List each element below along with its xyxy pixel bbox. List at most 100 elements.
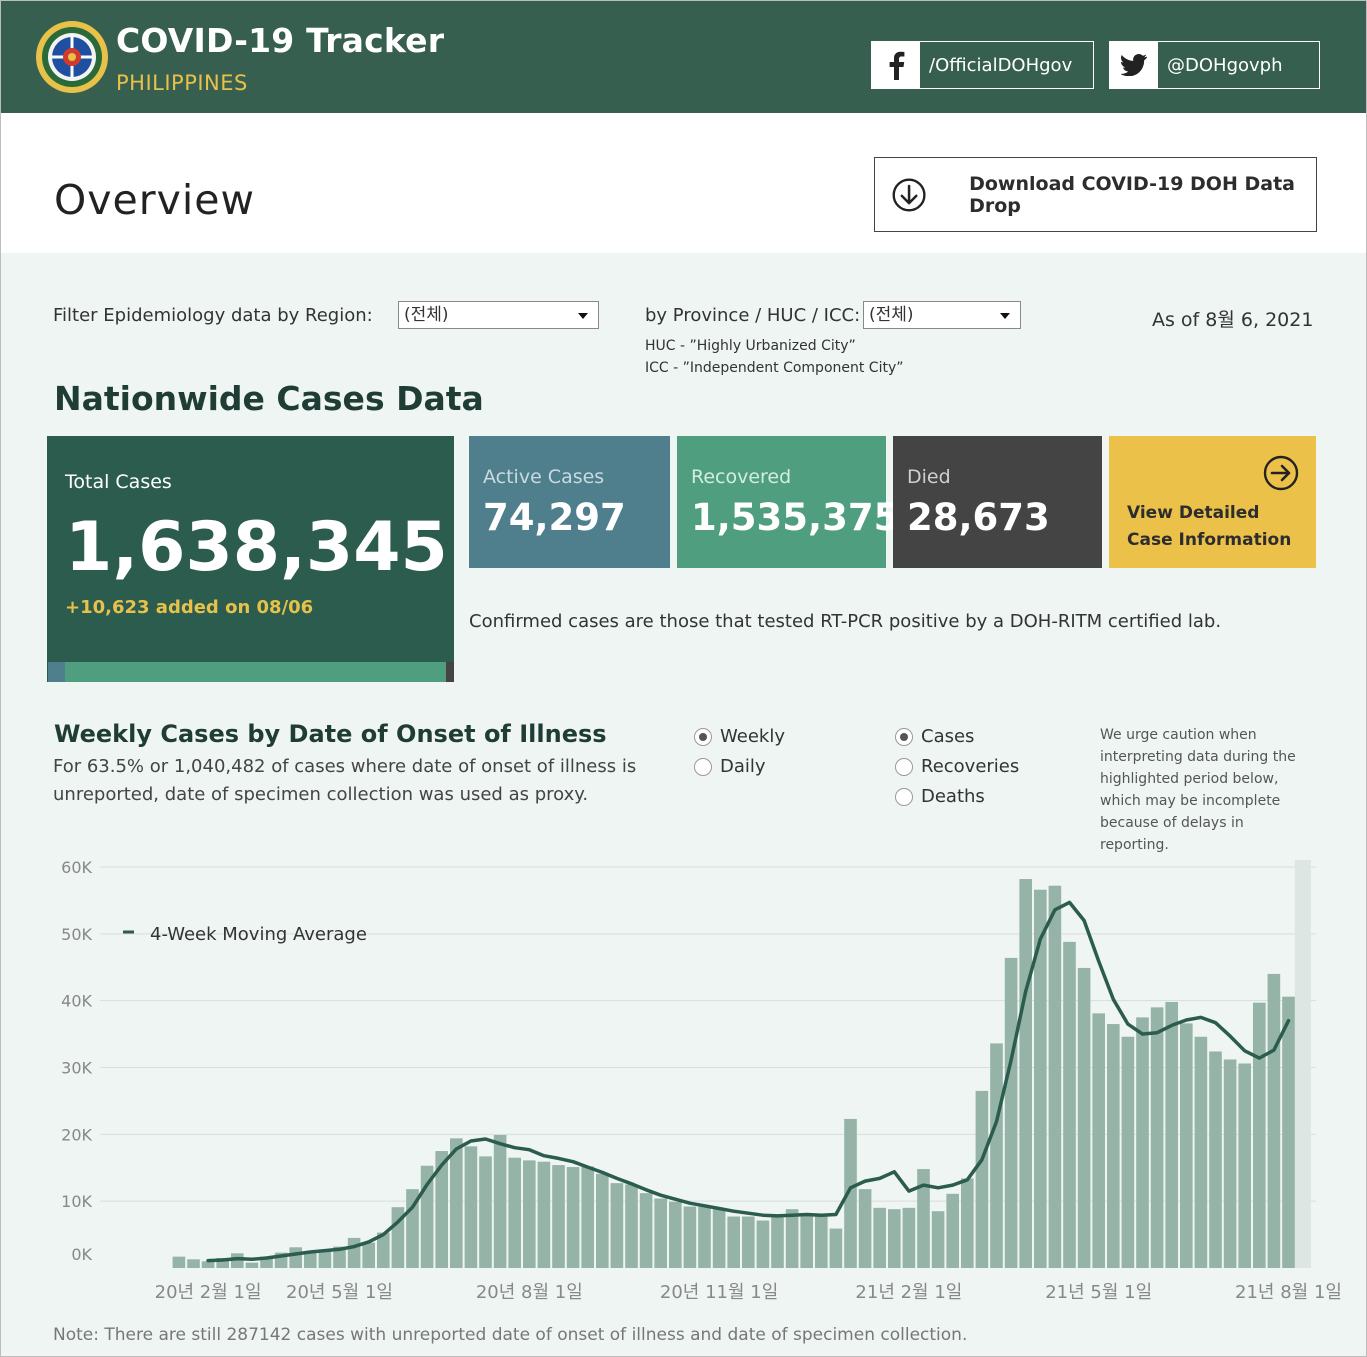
bar-week-31 bbox=[610, 1183, 624, 1268]
bar-week-45 bbox=[815, 1215, 828, 1268]
bar-week-53 bbox=[931, 1211, 945, 1268]
caution-line: because of delays in bbox=[1100, 815, 1244, 831]
bar-week-61 bbox=[1048, 885, 1062, 1268]
bar-week-38 bbox=[712, 1209, 726, 1268]
caution-line: highlighted period below, bbox=[1100, 771, 1279, 787]
download-arrow-icon bbox=[892, 177, 926, 212]
y-tick-label: 20K bbox=[61, 1125, 92, 1144]
bar-week-39 bbox=[727, 1216, 740, 1268]
bar-week-7 bbox=[260, 1256, 273, 1268]
view-detailed-case-button[interactable]: View Detailed Case Information bbox=[1109, 436, 1316, 568]
legend-label: 4-Week Moving Average bbox=[150, 924, 367, 945]
bar-week-4 bbox=[216, 1257, 229, 1268]
radio-deaths-label: Deaths bbox=[921, 786, 985, 807]
bar-week-71 bbox=[1194, 1036, 1208, 1268]
province-select-value: (전체) bbox=[869, 305, 914, 325]
bar-week-43 bbox=[785, 1209, 799, 1268]
y-tick-label: 40K bbox=[61, 992, 92, 1011]
caution-line: interpreting data during the bbox=[1100, 749, 1296, 765]
radio-recoveries[interactable]: Recoveries bbox=[895, 756, 1019, 777]
moving-average-line bbox=[206, 900, 1291, 1263]
bar-week-37 bbox=[698, 1205, 711, 1268]
y-axis-labels: 0K 10K 20K 30K 40K 50K 60K bbox=[61, 858, 92, 1264]
caution-line: which may be incomplete bbox=[1100, 793, 1281, 809]
bar-week-75 bbox=[1253, 1002, 1266, 1268]
view-detailed-label-2: Case Information bbox=[1127, 530, 1292, 550]
bar-week-36 bbox=[683, 1206, 697, 1268]
caution-line: We urge caution when bbox=[1100, 727, 1257, 743]
bar-week-42 bbox=[771, 1216, 784, 1268]
x-tick-label: 20년 11월 1일 bbox=[660, 1282, 778, 1303]
y-tick-label: 50K bbox=[61, 925, 92, 944]
region-filter-label: Filter Epidemiology data by Region: bbox=[53, 305, 373, 326]
died-label: Died bbox=[907, 466, 951, 488]
as-of-date: As of 8월 6, 2021 bbox=[1152, 309, 1314, 331]
radio-weekly-circle bbox=[694, 727, 712, 746]
bar-week-33 bbox=[639, 1193, 653, 1268]
region-select[interactable]: (전체) bbox=[398, 301, 599, 329]
huc-note: HUC - ”Highly Urbanized City” bbox=[645, 338, 856, 354]
bar-week-73 bbox=[1223, 1059, 1237, 1268]
bar-week-21 bbox=[464, 1146, 478, 1268]
bar-week-3 bbox=[201, 1261, 215, 1268]
bar-week-10 bbox=[304, 1251, 317, 1268]
radio-recoveries-circle bbox=[895, 757, 913, 776]
died-value: 28,673 bbox=[907, 496, 1050, 539]
bar-week-25 bbox=[523, 1160, 536, 1268]
bar-week-5 bbox=[231, 1253, 244, 1268]
bar-week-77 bbox=[1282, 996, 1295, 1268]
twitter-icon bbox=[1110, 41, 1158, 89]
bar-week-68 bbox=[1150, 1007, 1164, 1268]
x-tick-label: 21년 8월 1일 bbox=[1235, 1282, 1342, 1303]
bar-week-66 bbox=[1121, 1036, 1135, 1268]
app-subtitle: PHILIPPINES bbox=[116, 71, 248, 95]
radio-daily-circle bbox=[694, 757, 712, 776]
radio-deaths[interactable]: Deaths bbox=[895, 786, 985, 807]
x-tick-label: 20년 2월 1일 bbox=[155, 1282, 262, 1303]
confirmed-cases-note: Confirmed cases are those that tested RT… bbox=[469, 611, 1222, 632]
radio-cases-circle bbox=[895, 727, 913, 746]
bar-week-74 bbox=[1238, 1063, 1251, 1268]
bar-week-67 bbox=[1136, 1017, 1149, 1268]
bar-week-47 bbox=[844, 1118, 857, 1268]
caution-note: We urge caution when interpreting data d… bbox=[1100, 724, 1296, 856]
app-title: COVID-19 Tracker bbox=[116, 21, 445, 60]
bar-week-44 bbox=[800, 1215, 813, 1268]
bar-week-46 bbox=[829, 1228, 843, 1268]
chart-legend: 4-Week Moving Average bbox=[123, 924, 367, 945]
active-cases-value: 74,297 bbox=[483, 496, 626, 539]
radio-cases-label: Cases bbox=[921, 726, 975, 747]
download-data-drop-button[interactable]: Download COVID-19 DOH Data Drop bbox=[874, 157, 1317, 232]
bar-week-52 bbox=[917, 1169, 930, 1268]
active-cases-label: Active Cases bbox=[483, 466, 605, 488]
weekly-desc-line-2: unreported, date of specimen collection … bbox=[53, 784, 589, 805]
bar-week-62 bbox=[1063, 941, 1076, 1268]
twitter-link[interactable]: @DOHgovph bbox=[1109, 41, 1320, 89]
recovered-label: Recovered bbox=[691, 466, 792, 488]
died-share-bar bbox=[446, 662, 454, 682]
bar-week-9 bbox=[289, 1247, 302, 1268]
total-cases-card: Total Cases 1,638,345 +10,623 added on 0… bbox=[47, 436, 454, 682]
bar-week-6 bbox=[245, 1262, 259, 1268]
bar-week-54 bbox=[946, 1193, 959, 1268]
radio-weekly-label: Weekly bbox=[720, 726, 785, 747]
died-card: Died 28,673 bbox=[893, 436, 1102, 568]
y-tick-label: 60K bbox=[61, 858, 92, 877]
bar-week-30 bbox=[596, 1173, 609, 1268]
x-axis-labels: 20년 2월 1일 20년 5월 1일 20년 8월 1일 20년 11월 1일 21년… bbox=[155, 1282, 1342, 1303]
incomplete-period-highlight bbox=[1294, 860, 1311, 1268]
radio-daily[interactable]: Daily bbox=[694, 756, 766, 777]
radio-cases[interactable]: Cases bbox=[895, 726, 974, 747]
radio-weekly[interactable]: Weekly bbox=[694, 726, 785, 747]
province-select[interactable]: (전체) bbox=[863, 301, 1021, 329]
bar-week-41 bbox=[756, 1220, 770, 1268]
y-tick-label: 10K bbox=[61, 1192, 92, 1211]
chevron-down-icon bbox=[578, 313, 588, 319]
icc-note: ICC - ”Independent Component City” bbox=[645, 360, 904, 376]
facebook-icon bbox=[872, 41, 920, 89]
caution-line: reporting. bbox=[1100, 837, 1169, 853]
facebook-link[interactable]: /OfficialDOHgov bbox=[871, 41, 1094, 89]
arrow-right-circle-icon bbox=[1263, 455, 1299, 491]
x-tick-label: 20년 8월 1일 bbox=[476, 1282, 583, 1303]
bar-week-57 bbox=[990, 1043, 1003, 1268]
